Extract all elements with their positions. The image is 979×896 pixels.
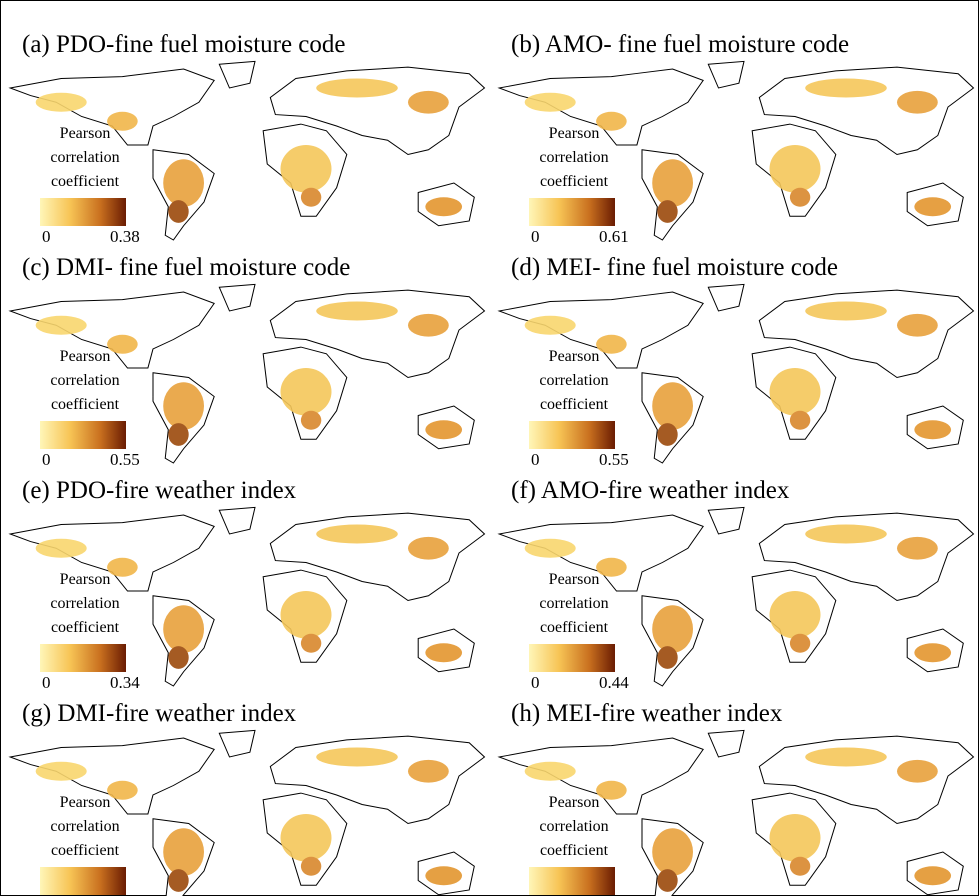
panel: (d) MEI- fine fuel moisture code Pearson c… — [499, 254, 973, 469]
panel: (c) DMI- fine fuel moisture code Pearson c… — [10, 254, 484, 469]
legend-label: correlation — [539, 818, 608, 835]
legend-label: coefficient — [540, 842, 609, 859]
colorbar-max: 0.44 — [599, 673, 629, 692]
panel-title: (f) AMO-fire weather index — [511, 477, 790, 504]
legend-label: correlation — [539, 595, 608, 612]
legend-label: Pearson — [60, 571, 111, 588]
panel-title: (b) AMO- fine fuel moisture code — [511, 31, 849, 58]
panel: (g) DMI-fire weather index Pearson correla… — [10, 700, 484, 896]
panel: (h) MEI-fire weather index Pearson correla… — [499, 700, 973, 896]
panel: (e) PDO-fire weather index Pearson correla… — [10, 477, 484, 692]
panel: (b) AMO- fine fuel moisture code Pearson c… — [499, 31, 973, 246]
colorbar — [529, 421, 615, 449]
legend-label: correlation — [539, 149, 608, 166]
colorbar-min: 0 — [531, 450, 540, 469]
figure: (a) PDO-fine fuel moisture code Pearson co… — [0, 0, 979, 896]
colorbar — [529, 867, 615, 895]
legend-label: correlation — [50, 818, 119, 835]
legend-label: Pearson — [60, 125, 111, 142]
legend-label: Pearson — [549, 348, 600, 365]
legend-label: Pearson — [549, 794, 600, 811]
colorbar-max: 0.38 — [110, 227, 140, 246]
legend-label: correlation — [50, 595, 119, 612]
panel-title: (c) DMI- fine fuel moisture code — [22, 254, 350, 281]
colorbar-min: 0 — [42, 673, 51, 692]
colorbar — [40, 644, 126, 672]
colorbar-min: 0 — [42, 227, 51, 246]
legend-label: correlation — [50, 149, 119, 166]
legend-label: coefficient — [51, 619, 120, 636]
legend-label: coefficient — [51, 173, 120, 190]
colorbar-max: 0.55 — [599, 450, 629, 469]
colorbar — [40, 421, 126, 449]
legend-label: coefficient — [540, 396, 609, 413]
legend-label: Pearson — [549, 125, 600, 142]
legend-label: Pearson — [60, 348, 111, 365]
panel-title: (g) DMI-fire weather index — [22, 700, 297, 727]
panel: (f) AMO-fire weather index Pearson correla… — [499, 477, 973, 692]
legend-label: Pearson — [60, 794, 111, 811]
colorbar-min: 0 — [531, 673, 540, 692]
colorbar-min: 0 — [531, 227, 540, 246]
colorbar-max: 0.34 — [110, 673, 140, 692]
legend-label: coefficient — [51, 842, 120, 859]
panel: (a) PDO-fine fuel moisture code Pearson co… — [10, 31, 484, 246]
colorbar-max: 0.55 — [110, 450, 140, 469]
colorbar — [40, 198, 126, 226]
colorbar-min: 0 — [42, 450, 51, 469]
colorbar-max: 0.61 — [599, 227, 629, 246]
legend-label: correlation — [50, 372, 119, 389]
panel-title: (a) PDO-fine fuel moisture code — [22, 31, 346, 58]
legend-label: coefficient — [540, 173, 609, 190]
panel-title: (d) MEI- fine fuel moisture code — [511, 254, 838, 281]
panel-title: (h) MEI-fire weather index — [511, 700, 783, 727]
page: {"panels": [ {"title": "(a) PDO-fine fue… — [0, 0, 979, 896]
legend-label: Pearson — [549, 571, 600, 588]
legend-label: coefficient — [540, 619, 609, 636]
colorbar — [529, 198, 615, 226]
legend-label: correlation — [539, 372, 608, 389]
legend-label: coefficient — [51, 396, 120, 413]
panel-title: (e) PDO-fire weather index — [22, 477, 297, 504]
colorbar — [529, 644, 615, 672]
colorbar — [40, 867, 126, 895]
